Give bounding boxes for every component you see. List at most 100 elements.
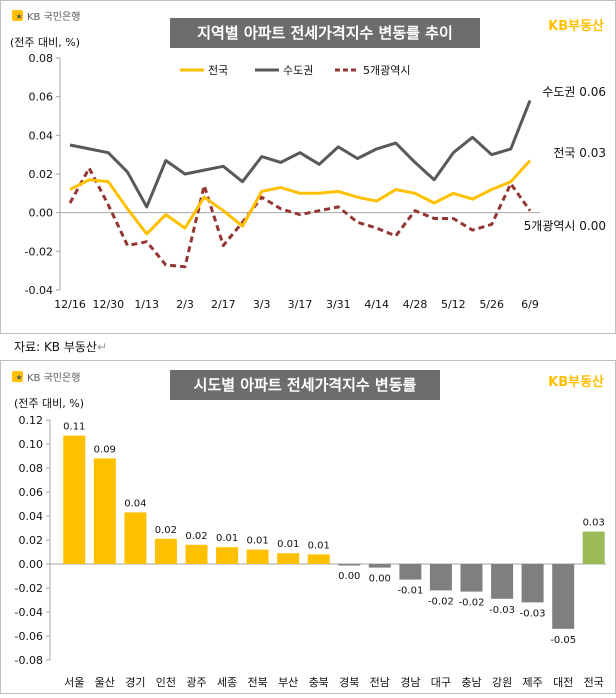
line-chart-end-labels: 전국 0.03 수도권 0.06 5개광역시 0.00 <box>524 85 606 233</box>
line-y-tick-label: -0.02 <box>25 245 53 258</box>
bar-chart-bars: 0.11 서울 0.09 울산 0.04 경기 0.02 인천 0.02 광주 0.01 세종 0.01… <box>63 422 605 689</box>
property-logo: KB부동산 <box>548 18 604 34</box>
svg-text:★: ★ <box>16 373 23 382</box>
bank-logo: ★ KB 국민은행 <box>12 10 80 23</box>
line-x-tick-label: 2/17 <box>211 298 236 311</box>
bar-value-label: -0.03 <box>520 608 546 619</box>
bar-9 <box>338 564 361 566</box>
bar-value-label: 0.04 <box>124 498 146 509</box>
line-y-tick-label: 0.08 <box>29 52 54 65</box>
bar-6 <box>246 549 269 564</box>
line-y-tick-label: 0.06 <box>29 91 54 104</box>
bar-14 <box>491 564 514 599</box>
bar-chart-title-box <box>170 370 440 400</box>
bar-5 <box>216 547 239 564</box>
line-x-tick-label: 6/9 <box>521 298 539 311</box>
line-legend: 전국 수도권 5개광역시 <box>180 64 410 77</box>
return-mark: ↵ <box>96 340 108 354</box>
bar-category-label: 제주 <box>522 676 542 689</box>
line-end-label: 5개광역시 0.00 <box>524 219 606 233</box>
bar-7 <box>277 553 300 564</box>
line-chart-unit: (전주 대비, %) <box>10 36 80 49</box>
bar-2 <box>124 512 147 564</box>
bar-category-label: 경기 <box>125 676 145 689</box>
bar-category-label: 세종 <box>217 676 237 689</box>
bar-y-tick-label: 0.02 <box>19 534 44 547</box>
bar-value-label: 0.02 <box>185 531 207 542</box>
bar-category-label: 전남 <box>370 676 390 689</box>
bar-chart-panel: ★ KB 국민은행 시도별 아파트 전세가격지수 변동률 KB부동산 (전주 대… <box>0 360 616 694</box>
bar-value-label: 0.00 <box>369 574 391 585</box>
bar-category-label: 대구 <box>431 676 451 689</box>
bar-y-tick-label: 0.08 <box>19 462 44 475</box>
bar-category-label: 충남 <box>461 676 481 689</box>
bar-category-label: 서울 <box>64 676 84 689</box>
bar-11 <box>399 564 422 580</box>
line-x-tick-label: 3/31 <box>326 298 351 311</box>
line-series-1 <box>69 99 532 209</box>
line-chart-panel: ★ KB 국민은행 지역별 아파트 전세가격지수 변동률 추이 KB부동산 (전… <box>0 0 616 334</box>
bar-y-tick-label: -0.04 <box>15 606 43 619</box>
bar-value-label: 0.01 <box>216 533 238 544</box>
bar-chart: ★ KB 국민은행 시도별 아파트 전세가격지수 변동률 KB부동산 (전주 대… <box>0 360 616 694</box>
line-y-tick-label: 0.00 <box>29 207 54 220</box>
bar-value-label: 0.01 <box>277 539 299 550</box>
bar-value-label: 0.11 <box>63 422 85 433</box>
line-x-tick-label: 1/13 <box>134 298 159 311</box>
bar-y-tick-label: 0.06 <box>19 486 44 499</box>
bar-category-label: 전국 <box>584 676 604 689</box>
line-chart-title: 지역별 아파트 전세가격지수 변동률 추이 <box>197 24 453 42</box>
bar-value-label: 0.09 <box>94 444 116 455</box>
bar-3 <box>154 538 177 564</box>
line-x-tick-label: 5/12 <box>441 298 466 311</box>
bar-y-tick-label: -0.08 <box>15 654 43 667</box>
source-text: 자료: KB 부동산 <box>14 340 97 354</box>
bar-category-label: 인천 <box>156 675 176 689</box>
line-y-tick-label: 0.04 <box>29 129 54 142</box>
line-series-0 <box>69 159 532 236</box>
bar-4 <box>185 544 208 564</box>
line-chart: ★ KB 국민은행 지역별 아파트 전세가격지수 변동률 추이 KB부동산 (전… <box>0 0 616 334</box>
svg-text:★: ★ <box>16 12 23 21</box>
bar-category-label: 울산 <box>95 676 115 689</box>
bar-0 <box>63 435 86 564</box>
bank-logo-2: ★ KB 국민은행 <box>12 371 80 384</box>
bar-12 <box>429 564 452 591</box>
line-end-label: 수도권 0.06 <box>542 85 606 99</box>
line-series-2 <box>68 166 532 269</box>
line-end-label: 전국 0.03 <box>553 146 606 160</box>
bar-15 <box>521 564 544 603</box>
bar-17 <box>582 531 605 564</box>
bar-8 <box>307 554 330 564</box>
bar-chart-title: 시도별 아파트 전세가격지수 변동률 <box>194 376 417 394</box>
bar-category-label: 경남 <box>400 676 420 689</box>
bar-value-label: -0.01 <box>397 586 423 597</box>
bar-category-label: 경북 <box>339 676 359 689</box>
bar-13 <box>460 564 483 592</box>
line-x-tick-label: 3/17 <box>288 298 313 311</box>
bar-chart-unit: (전주 대비, %) <box>14 397 84 410</box>
line-x-tick-label: 2/3 <box>176 298 194 311</box>
line-x-tick-label: 3/3 <box>253 298 271 311</box>
bar-y-tick-label: -0.06 <box>15 630 43 643</box>
bar-10 <box>368 564 391 568</box>
bar-16 <box>552 564 575 629</box>
bar-value-label: -0.03 <box>489 605 515 616</box>
bar-category-label: 강원 <box>492 676 512 689</box>
bar-value-label: 0.00 <box>338 571 360 582</box>
bar-y-tick-label: 0.04 <box>19 510 44 523</box>
bar-y-tick-label: -0.02 <box>15 582 43 595</box>
bar-1 <box>93 458 116 564</box>
line-x-tick-label: 12/30 <box>92 298 124 311</box>
bar-y-tick-label: 0.10 <box>19 438 44 451</box>
legend-label-metro: 5개광역시 <box>363 64 410 77</box>
line-y-tick-label: 0.02 <box>29 168 54 181</box>
bar-value-label: 0.03 <box>583 518 605 529</box>
bar-category-label: 충북 <box>309 676 329 689</box>
line-x-tick-label: 4/28 <box>403 298 428 311</box>
bar-value-label: -0.02 <box>459 598 485 609</box>
svg-text:KB 국민은행: KB 국민은행 <box>27 372 80 384</box>
bar-category-label: 전북 <box>247 676 267 689</box>
legend-label-national: 전국 <box>208 64 228 77</box>
line-x-tick-label: 12/16 <box>54 298 86 311</box>
